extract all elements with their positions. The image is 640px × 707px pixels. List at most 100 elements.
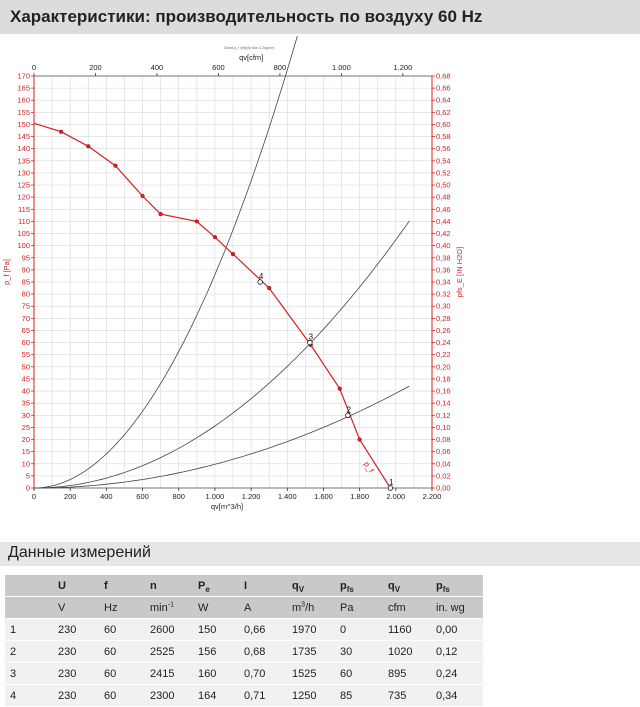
y2-tick-label: 0,38 [436, 253, 451, 262]
table-unit-cell: m3/h [287, 596, 335, 619]
table-cell: 1 [5, 618, 53, 641]
y2-tick-label: 0,34 [436, 278, 451, 287]
y2-tick-label: 0,16 [436, 387, 451, 396]
unit-text: in. wg [436, 601, 465, 614]
fan-curve-point [267, 285, 272, 291]
y2-tick-label: 0,14 [436, 399, 451, 408]
y-tick-label: 15 [22, 447, 30, 456]
table-row: 3 230 60 2415 160 0,70 1525 60 895 0,24 [5, 662, 483, 685]
x-tick-label: 1.800 [350, 492, 369, 501]
y2-tick-label: 0,22 [436, 350, 451, 359]
table-header-cell: qV [383, 575, 431, 597]
y-tick-label: 0 [26, 484, 30, 493]
table-cell: 4 [5, 684, 53, 707]
table-cell: 0,00 [431, 618, 483, 641]
x-tick-label: 400 [100, 492, 113, 501]
header-symbol: p [340, 579, 347, 592]
y-tick-label: 120 [17, 193, 30, 202]
y-tick-label: 50 [22, 362, 30, 371]
y-tick-label: 125 [17, 181, 30, 190]
y2-tick-label: 0,28 [436, 314, 451, 323]
y2-tick-label: 0,66 [436, 84, 451, 93]
table-unit-cell: Pa [335, 596, 383, 619]
y2-tick-label: 0,64 [436, 96, 451, 105]
operating-point-marker [307, 339, 313, 346]
y2-tick-label: 0,04 [436, 459, 451, 468]
table-unit-cell: W [193, 596, 239, 619]
x-tick-label: 2.200 [423, 492, 442, 501]
table-cell: 30 [335, 640, 383, 663]
y-tick-label: 165 [17, 84, 30, 93]
table-cell: 1020 [383, 640, 431, 663]
table-cell: 1970 [287, 618, 335, 641]
fan-curve-point [140, 193, 145, 199]
table-header-cell: U [53, 575, 99, 597]
table-header-cell [5, 575, 53, 597]
y2-tick-label: 0,60 [436, 120, 451, 129]
y-tick-label: 170 [17, 72, 30, 81]
header-symbol: I [244, 579, 248, 592]
x2-tick-label: 600 [212, 63, 225, 72]
page-header: Характеристики: производительность по во… [0, 0, 640, 34]
measurement-section-header: Данные измерений [0, 542, 640, 566]
unit-superscript: 3 [301, 600, 306, 608]
table-row: 1 230 60 2600 150 0,66 1970 0 1160 0,00 [5, 618, 483, 641]
table-cell: 85 [335, 684, 383, 707]
fan-curve-point [113, 163, 118, 168]
table-cell: 0,66 [239, 618, 287, 641]
y2-tick-label: 0,06 [436, 447, 451, 456]
table-row: 2 230 60 2525 156 0,68 1735 30 1020 0,12 [5, 640, 483, 663]
fan-curve [33, 122, 391, 489]
y-tick-label: 40 [22, 387, 30, 396]
table-cell: 160 [193, 662, 239, 685]
table-cell: 2525 [145, 640, 193, 663]
y-tick-label: 60 [22, 338, 30, 347]
fan-curve-point [194, 219, 199, 224]
y-tick-label: 130 [17, 168, 30, 177]
y2-tick-label: 0,46 [436, 205, 451, 214]
unit-text: W [198, 601, 209, 614]
y-tick-label: 95 [22, 253, 30, 262]
fan-curve-point [337, 386, 342, 391]
table-cell: 60 [99, 684, 145, 707]
table-header-cell: pfs [335, 575, 383, 597]
operating-point-label: 2 [347, 405, 352, 414]
fan-curve-point [86, 144, 91, 149]
y2-tick-label: 0,42 [436, 229, 451, 238]
header-symbol: q [292, 579, 299, 592]
y2-tick-label: 0,40 [436, 241, 451, 250]
y2-tick-label: 0,00 [436, 484, 451, 493]
y2-tick-label: 0,18 [436, 374, 451, 383]
y-tick-label: 10 [22, 459, 30, 468]
table-header-cell: I [239, 575, 287, 597]
header-subscript: V [298, 584, 305, 594]
table-cell: 230 [53, 640, 99, 663]
table-cell: 1525 [287, 662, 335, 685]
header-symbol: U [58, 579, 66, 592]
y-tick-label: 145 [17, 132, 30, 141]
y2-tick-label: 0,36 [436, 265, 451, 274]
y2-tick-label: 0,32 [436, 290, 451, 299]
header-subscript: fs [442, 584, 450, 594]
table-cell: 156 [193, 640, 239, 663]
header-subscript: V [394, 584, 401, 594]
y-axis-label: p_f [Pa] [2, 259, 11, 285]
y-tick-label: 115 [18, 205, 30, 214]
table-cell: 0,71 [239, 684, 287, 707]
y-tick-label: 5 [26, 471, 30, 480]
y2-axis-label: pfs_E [IN H2O] [455, 247, 464, 297]
unit-superscript: -1 [167, 600, 174, 608]
table-row: 4 230 60 2300 164 0,71 1250 85 735 0,34 [5, 684, 483, 707]
table-cell: 230 [53, 684, 99, 707]
unit-text: cfm [388, 601, 406, 614]
x2-tick-label: 200 [89, 63, 102, 72]
y-tick-label: 25 [22, 423, 30, 432]
x2-tick-label: 400 [151, 63, 164, 72]
table-cell: 0,12 [431, 640, 483, 663]
operating-point-label: 4 [259, 272, 264, 281]
y-tick-label: 100 [17, 241, 30, 250]
header-symbol: q [388, 579, 395, 592]
table-unit-cell: min-1 [145, 596, 193, 619]
